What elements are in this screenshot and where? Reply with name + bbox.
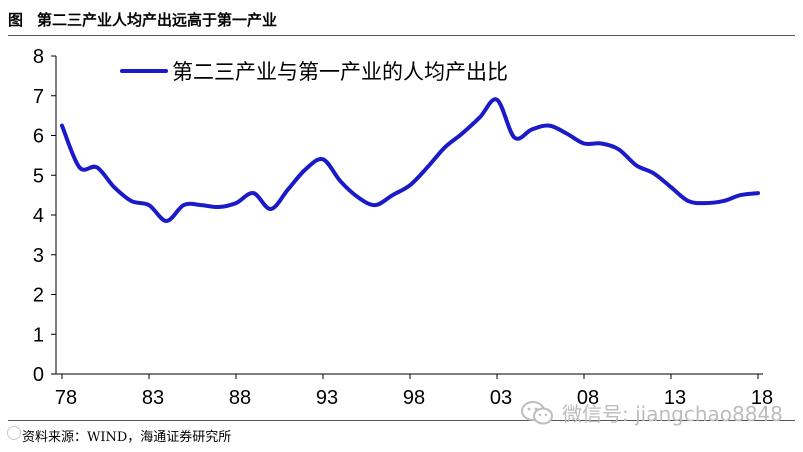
legend-label: 第二三产业与第一产业的人均产出比: [172, 60, 508, 84]
header-rule: [8, 35, 795, 36]
x-tick-label: 18: [751, 387, 773, 409]
y-tick-label: 7: [33, 86, 44, 108]
legend: 第二三产业与第一产业的人均产出比: [120, 60, 508, 84]
x-tick-label: 13: [664, 387, 686, 409]
x-tick-label: 08: [577, 387, 599, 409]
x-tick-label: 93: [316, 387, 338, 409]
wechat-icon: [521, 400, 553, 424]
y-tick-label: 0: [33, 364, 44, 386]
y-tick-label: 4: [33, 205, 44, 227]
x-tick-label: 83: [142, 387, 164, 409]
y-tick-label: 6: [33, 126, 44, 148]
watermark: 微信号: jiangchao8848: [520, 398, 783, 427]
figure-header: 图 第二三产业人均产出远高于第一产业: [8, 6, 795, 32]
x-tick-label: 03: [490, 387, 512, 409]
y-tick-label: 5: [33, 165, 44, 187]
x-tick-label: 98: [403, 387, 425, 409]
x-tick-label: 88: [229, 387, 251, 409]
watermark-text: 微信号: jiangchao8848: [562, 402, 783, 426]
y-tick-label: 1: [33, 324, 44, 346]
y-tick-label: 8: [33, 46, 44, 68]
series-line: [60, 97, 760, 223]
figure-label: 图: [8, 10, 24, 29]
source-note: 资料来源：WIND，海通证券研究所: [22, 430, 232, 445]
source-bubble-icon: [7, 426, 21, 440]
footer-rule: [8, 420, 795, 421]
x-tick-label: 78: [55, 387, 77, 409]
y-tick-label: 3: [33, 245, 44, 267]
figure-title: 第二三产业人均产出远高于第一产业: [37, 10, 278, 29]
axes: [51, 55, 763, 379]
y-tick-label: 2: [33, 285, 44, 307]
series-layer: [60, 97, 760, 223]
